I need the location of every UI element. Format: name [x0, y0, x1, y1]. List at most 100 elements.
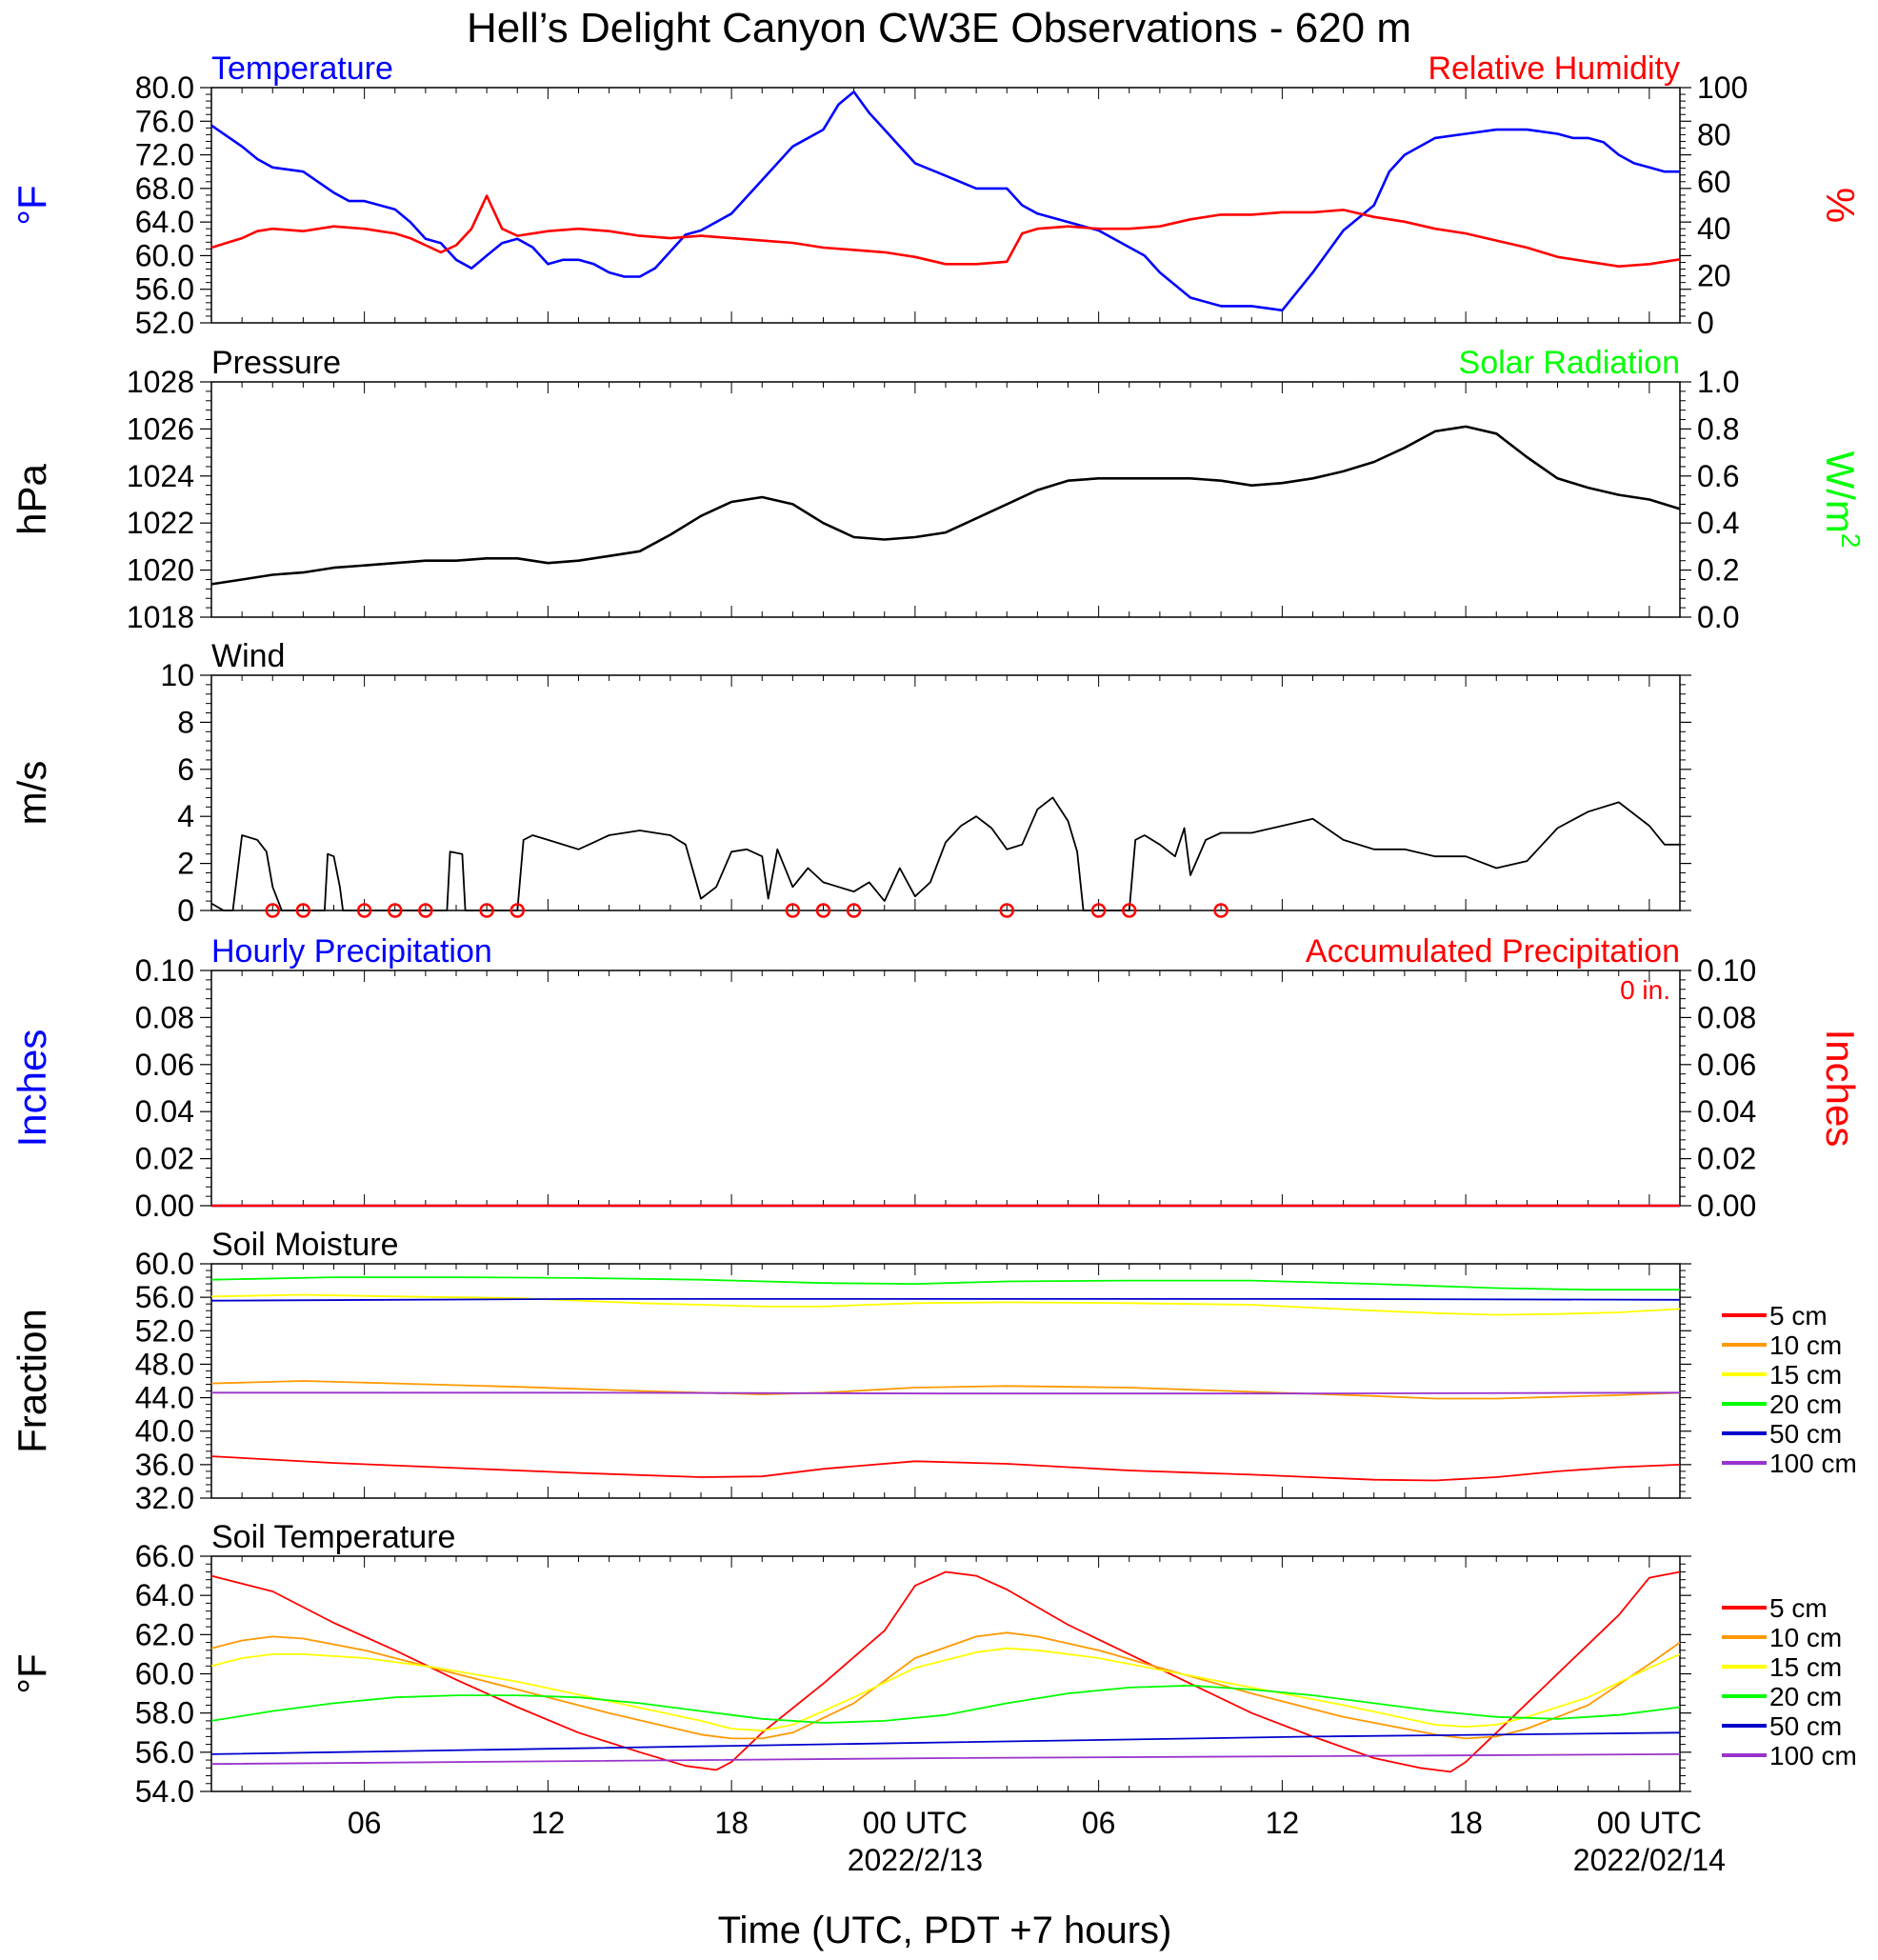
temp-rh-title-left: Temperature: [211, 50, 393, 87]
soil-temperature-ylabel-left: °F: [10, 1653, 54, 1693]
soil-moisture-title-left: Soil Moisture: [211, 1227, 399, 1263]
precip-title-right: Accumulated Precipitation: [1306, 933, 1680, 970]
soil-moisture-series-20-cm: [210, 1276, 1680, 1291]
pressure-solar-title-right: Solar Radiation: [1459, 345, 1680, 381]
soil-moisture-series-5-cm: [210, 1455, 1681, 1482]
pressure-solar-series-pressure: [210, 425, 1681, 586]
precip-ytick-left: 0.02: [135, 1142, 194, 1176]
wind-calm-marker: [509, 903, 525, 918]
soil-moisture-ytick-left: 56.0: [135, 1280, 194, 1314]
wind-ytick-left: 8: [177, 705, 194, 739]
soil-moisture-ytick-left: 40.0: [135, 1414, 194, 1449]
soil-moisture-ytick-left: 36.0: [135, 1448, 194, 1482]
soil-temperature-series-10-cm: [210, 1631, 1681, 1740]
precip-ytick-right: 0.02: [1697, 1142, 1756, 1176]
temp-rh-series-relative-humidity: [210, 194, 1681, 269]
soil-moisture-series-50-cm: [210, 1298, 1681, 1302]
soil-moisture-ytick-left: 52.0: [135, 1313, 194, 1348]
temp-rh-ytick-right: 0: [1697, 306, 1714, 340]
precip-ytick-left: 0.06: [135, 1048, 194, 1082]
soil-moisture-ytick-left: 32.0: [135, 1481, 194, 1515]
precip-ytick-left: 0.00: [135, 1189, 194, 1223]
precip-ytick-right: 0.00: [1697, 1189, 1756, 1223]
soil-moisture-legend-label: 10 cm: [1769, 1330, 1842, 1360]
soil-moisture-legend-label: 100 cm: [1769, 1449, 1857, 1478]
wind-ytick-left: 4: [177, 799, 194, 833]
precip-panel: 0.00 0.02 0.04 0.06 0.08 0.10 0.00 0.02 0.04 0.06…: [10, 933, 1863, 1223]
wind-calm-marker: [1090, 903, 1107, 918]
pressure-solar-ytick-left: 1026: [127, 411, 194, 446]
soil-temperature-title-left: Soil Temperature: [211, 1519, 455, 1555]
soil-moisture-panel: 32.036.040.044.048.052.056.060.0 Soil Moi…: [10, 1227, 1857, 1515]
wind-calm-marker: [479, 903, 494, 918]
x-tick-date: 2022/02/14: [1573, 1843, 1726, 1877]
soil-moisture-legend-label: 50 cm: [1769, 1419, 1842, 1449]
soil-moisture-legend-label: 5 cm: [1769, 1301, 1828, 1330]
wind-calm-marker: [356, 903, 372, 918]
x-tick-label: 00 UTC: [863, 1806, 968, 1840]
soil-temperature-legend-label: 50 cm: [1769, 1711, 1842, 1741]
pressure-solar-panel: 1018 1020 1022 1024 1026 1028 0.0 0.2 0.4 0.6 0.8 1…: [10, 345, 1866, 634]
soil-moisture-legend-label: 20 cm: [1769, 1390, 1842, 1419]
pressure-solar-ytick-right: 0.4: [1697, 506, 1739, 540]
pressure-solar-title-left: Pressure: [211, 345, 341, 381]
precip-ylabel-left: Inches: [10, 1030, 54, 1148]
precip-ytick-left: 0.04: [135, 1094, 194, 1129]
wind-calm-marker: [295, 903, 311, 918]
temp-rh-ytick-right: 40: [1697, 211, 1731, 246]
soil-moisture-ytick-left: 60.0: [135, 1247, 194, 1281]
soil-temperature-series-5-cm: [210, 1570, 1681, 1773]
pressure-solar-ytick-left: 1018: [127, 600, 194, 634]
x-tick-label: 18: [1448, 1806, 1483, 1840]
wind-ylabel-left: m/s: [10, 761, 54, 826]
soil-temperature-ytick-left: 66.0: [135, 1539, 194, 1573]
pressure-solar-ytick-left: 1028: [127, 365, 194, 399]
precip-annotation: 0 in.: [1620, 975, 1670, 1005]
temp-rh-ytick-right: 20: [1697, 259, 1731, 293]
pressure-solar-ytick-left: 1020: [127, 553, 194, 588]
wind-calm-marker: [815, 903, 831, 918]
temp-rh-ytick-right: 80: [1697, 117, 1731, 151]
precip-title-left: Hourly Precipitation: [211, 933, 492, 970]
soil-temperature-legend-label: 5 cm: [1769, 1593, 1828, 1623]
wind-calm-marker: [785, 903, 801, 918]
pressure-solar-ytick-right: 0.6: [1697, 459, 1739, 493]
x-tick-label: 12: [531, 1806, 566, 1840]
temp-rh-panel: 52.056.060.064.068.072.076.080.0 0 20 40 60 8…: [10, 50, 1863, 340]
pressure-solar-ytick-left: 1022: [127, 506, 194, 540]
soil-temperature-ytick-left: 60.0: [135, 1657, 194, 1691]
soil-moisture-series-15-cm: [210, 1293, 1681, 1316]
soil-temperature-ytick-left: 56.0: [135, 1735, 194, 1770]
soil-temperature-ytick-left: 64.0: [135, 1578, 194, 1612]
pressure-solar-ylabel-left: hPa: [10, 463, 54, 534]
pressure-solar-ytick-right: 1.0: [1697, 365, 1739, 399]
precip-ytick-right: 0.10: [1697, 953, 1756, 988]
soil-temperature-legend-label: 10 cm: [1769, 1623, 1842, 1652]
wind-calm-marker: [418, 903, 433, 918]
soil-temperature-legend-label: 100 cm: [1769, 1741, 1857, 1770]
soil-temperature-ytick-left: 62.0: [135, 1617, 194, 1651]
soil-temperature-series-100-cm: [210, 1753, 1681, 1766]
temp-rh-ytick-left: 64.0: [135, 205, 194, 239]
precip-ytick-right: 0.06: [1697, 1048, 1756, 1082]
x-tick-date: 2022/2/13: [848, 1843, 983, 1877]
wind-calm-marker: [1122, 903, 1137, 918]
soil-temperature-ytick-left: 54.0: [135, 1774, 194, 1809]
soil-temperature-legend-label: 20 cm: [1769, 1682, 1842, 1711]
pressure-solar-ytick-left: 1024: [127, 459, 194, 493]
soil-moisture-ytick-left: 44.0: [135, 1381, 194, 1415]
x-tick-label: 06: [348, 1806, 382, 1840]
temp-rh-ytick-left: 68.0: [135, 171, 194, 206]
precip-ylabel-right: Inches: [1818, 1030, 1863, 1148]
soil-temperature-ytick-left: 58.0: [135, 1696, 194, 1730]
soil-temperature-series-50-cm: [210, 1731, 1681, 1755]
temp-rh-ytick-right: 100: [1697, 70, 1748, 105]
wind-calm-marker: [388, 903, 403, 918]
soil-temperature-panel: 54.0 56.0 58.0 60.0 62.0 64.0 66.0 Soil Tempera…: [10, 1519, 1857, 1809]
panels: 52.056.060.064.068.072.076.080.002040608…: [10, 50, 1866, 1809]
wind-calm-marker: [265, 903, 280, 918]
pressure-solar-ytick-right: 0.2: [1697, 553, 1739, 588]
temp-rh-title-right: Relative Humidity: [1428, 50, 1680, 87]
